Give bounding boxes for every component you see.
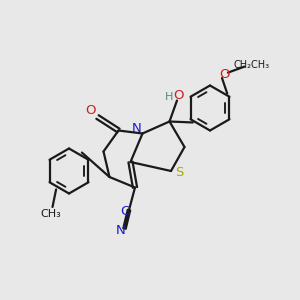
- Text: S: S: [175, 166, 184, 179]
- Text: CH₃: CH₃: [40, 208, 61, 219]
- Text: H: H: [165, 92, 174, 102]
- Text: O: O: [220, 68, 230, 82]
- Text: CH₂CH₃: CH₂CH₃: [233, 60, 269, 70]
- Text: N: N: [132, 122, 142, 135]
- Text: O: O: [85, 104, 95, 118]
- Text: O: O: [173, 89, 184, 103]
- Text: N: N: [116, 224, 125, 237]
- Text: C: C: [120, 205, 129, 218]
